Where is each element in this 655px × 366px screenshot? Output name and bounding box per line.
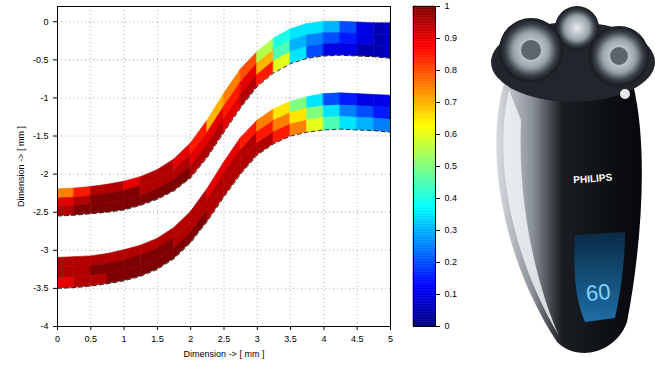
svg-text:4.5: 4.5 — [351, 334, 364, 344]
svg-text:0.5: 0.5 — [445, 161, 458, 171]
svg-text:Dimension -> [ mm ]: Dimension -> [ mm ] — [16, 126, 26, 207]
svg-text:0.2: 0.2 — [445, 257, 458, 267]
svg-text:-1.5: -1.5 — [33, 131, 49, 141]
svg-text:0.8: 0.8 — [445, 65, 458, 75]
svg-text:-1: -1 — [40, 93, 48, 103]
svg-text:0: 0 — [55, 334, 60, 344]
svg-text:-2: -2 — [40, 169, 48, 179]
svg-text:3.5: 3.5 — [284, 334, 297, 344]
svg-text:0.3: 0.3 — [445, 225, 458, 235]
svg-text:-3.5: -3.5 — [33, 283, 49, 293]
svg-text:0: 0 — [445, 321, 450, 331]
svg-text:60: 60 — [585, 279, 612, 306]
svg-text:4: 4 — [321, 334, 326, 344]
svg-text:0.7: 0.7 — [445, 97, 458, 107]
svg-text:0.5: 0.5 — [85, 334, 98, 344]
svg-text:0.6: 0.6 — [445, 129, 458, 139]
svg-text:1: 1 — [445, 1, 450, 11]
svg-text:PHILIPS: PHILIPS — [573, 172, 613, 186]
svg-text:-4: -4 — [40, 321, 48, 331]
svg-text:0.1: 0.1 — [445, 289, 458, 299]
svg-text:0: 0 — [43, 17, 48, 27]
svg-text:-3: -3 — [40, 245, 48, 255]
svg-text:-2.5: -2.5 — [33, 207, 49, 217]
svg-text:2: 2 — [188, 334, 193, 344]
svg-text:3: 3 — [255, 334, 260, 344]
svg-text:-0.5: -0.5 — [33, 55, 49, 65]
svg-text:1: 1 — [122, 334, 127, 344]
svg-text:2.5: 2.5 — [218, 334, 231, 344]
svg-text:5: 5 — [388, 334, 393, 344]
svg-text:0.4: 0.4 — [445, 193, 458, 203]
svg-text:1.5: 1.5 — [151, 334, 164, 344]
svg-text:0.9: 0.9 — [445, 33, 458, 43]
svg-text:Dimension -> [ mm ]: Dimension -> [ mm ] — [184, 349, 265, 359]
